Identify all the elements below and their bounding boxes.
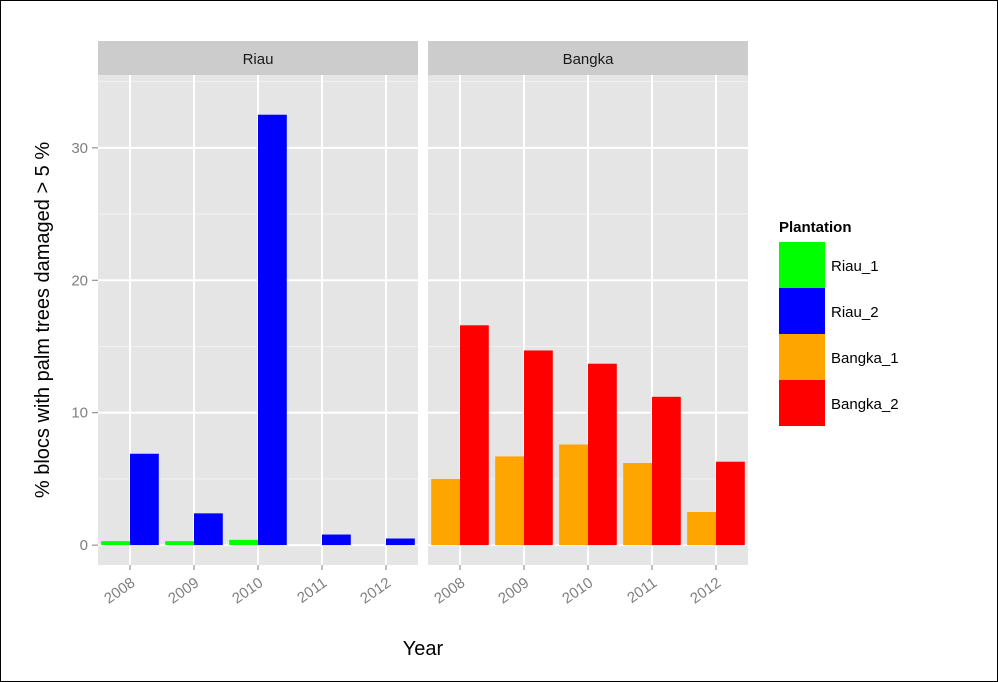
- legend-label-bangka_2: Bangka_2: [831, 396, 899, 413]
- legend-swatch-bangka_2: [779, 380, 825, 426]
- facet-strip-label: Riau: [243, 51, 274, 68]
- bar-bangka_1-2010: [559, 444, 588, 546]
- bar-bangka_1-2009: [495, 456, 524, 546]
- panel-bangka: Bangka 2008 2009 2010 2011 2012: [428, 41, 748, 607]
- bar-riau_1-2009: [165, 541, 194, 546]
- facet-strip: [98, 41, 418, 75]
- bar-riau_2-2010: [258, 114, 287, 546]
- x-tick-label: 2012: [687, 574, 724, 607]
- x-tick-label: 2008: [431, 574, 468, 607]
- y-axis-ticks: 0 10 20 30: [71, 140, 98, 554]
- x-tick-label: 2011: [624, 574, 660, 606]
- bar-riau_2-2009: [194, 513, 223, 546]
- y-tick-label: 20: [71, 272, 88, 289]
- x-tick-label: 2009: [165, 574, 202, 607]
- bar-bangka_2-2010: [588, 363, 617, 546]
- y-tick-label: 0: [80, 537, 88, 554]
- bar-bangka_1-2011: [623, 463, 652, 546]
- bar-riau_2-2012: [386, 538, 415, 546]
- bar-riau_1-2010: [229, 539, 258, 546]
- y-tick-label: 30: [71, 140, 88, 157]
- bar-bangka_2-2011: [652, 396, 681, 546]
- bar-riau_2-2011: [322, 534, 351, 546]
- legend-label-bangka_1: Bangka_1: [831, 350, 899, 367]
- bar-riau_1-2008: [101, 541, 130, 546]
- x-axis-ticks: 2008 2009 2010 2011 2012: [431, 565, 724, 607]
- legend-title: Plantation: [779, 219, 852, 236]
- facet-strip-label: Bangka: [563, 51, 615, 68]
- x-tick-label: 2010: [559, 574, 596, 607]
- legend-label-riau_2: Riau_2: [831, 304, 879, 321]
- bar-bangka_1-2008: [431, 478, 460, 546]
- y-tick-label: 10: [71, 405, 88, 422]
- legend-label-riau_1: Riau_1: [831, 258, 879, 275]
- bar-bangka_1-2012: [687, 512, 716, 546]
- facet-strip: [428, 41, 748, 75]
- bar-bangka_2-2009: [524, 350, 553, 546]
- x-tick-label: 2012: [357, 574, 394, 607]
- x-tick-label: 2010: [229, 574, 266, 607]
- x-axis-ticks: 2008 2009 2010 2011 2012: [101, 565, 394, 607]
- x-axis-title: Year: [403, 638, 444, 660]
- bar-bangka_2-2012: [716, 461, 745, 546]
- x-tick-label: 2008: [101, 574, 138, 607]
- legend-items: Riau_1 Riau_2 Bangka_1 Bangka_2: [779, 242, 899, 426]
- legend-swatch-riau_1: [779, 242, 825, 288]
- bar-bangka_2-2008: [460, 325, 489, 546]
- legend-swatch-riau_2: [779, 288, 825, 334]
- x-tick-label: 2009: [495, 574, 532, 607]
- legend: Plantation Riau_1 Riau_2 Bangka_1 Bangka_2: [779, 219, 899, 426]
- x-tick-label: 2011: [294, 574, 330, 606]
- bar-riau_2-2008: [130, 453, 159, 546]
- legend-swatch-bangka_1: [779, 334, 825, 380]
- panel-bars: [431, 325, 745, 546]
- y-axis-title: % blocs with palm trees damaged > 5 %: [32, 142, 54, 499]
- panel-riau: Riau 2008 2009 2010 2011 2012: [98, 41, 418, 607]
- panel-bars: [101, 114, 415, 546]
